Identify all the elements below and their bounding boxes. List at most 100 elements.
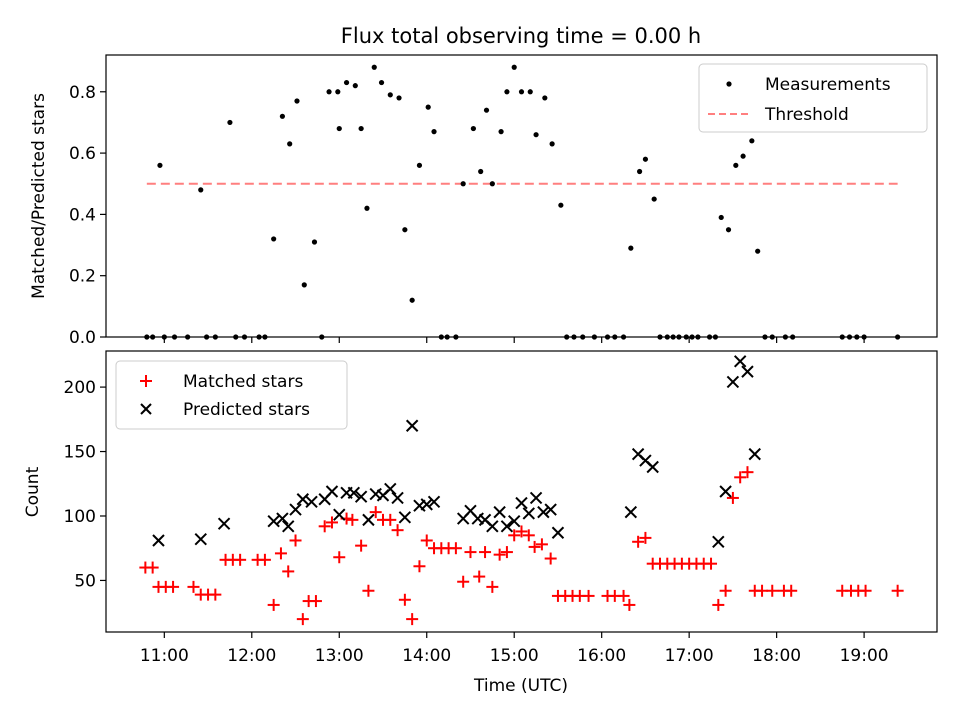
top-legend: Measurements Threshold (698, 63, 928, 133)
x-axis-label: Time (UTC) (473, 676, 568, 696)
predicted-star-point (325, 485, 339, 498)
matched-star-point (623, 598, 636, 611)
measurement-point (636, 168, 643, 175)
matched-star-point (734, 471, 747, 484)
top-y-tick-label: 0.2 (69, 267, 96, 287)
measurement-point (718, 214, 724, 221)
predicted-star-point (296, 493, 310, 506)
predicted-star-point (551, 526, 565, 539)
matched-star-point (479, 546, 492, 559)
matched-star-point (741, 466, 754, 479)
measurement-point (483, 107, 490, 113)
measurement-point (301, 282, 307, 288)
bottom-y-tick-label: 100 (64, 507, 96, 527)
measurement-point (460, 181, 466, 187)
predicted-star-point (217, 517, 231, 530)
predicted-star-point (741, 365, 754, 378)
predicted-star-point (354, 490, 368, 503)
measurement-point (518, 89, 525, 95)
matched-star-point (309, 595, 322, 608)
matched-star-point (209, 588, 222, 601)
bottom-x-tick-label: 11:00 (140, 646, 189, 666)
measurement-point (558, 202, 564, 208)
bottom-legend: Matched stars Predicted stars (115, 360, 348, 430)
matched-star-point (267, 598, 280, 611)
matched-star-point (766, 584, 779, 597)
matched-star-point (528, 540, 541, 553)
predicted-star-point (726, 375, 740, 389)
measurement-point (749, 138, 755, 144)
bottom-legend-box (115, 360, 348, 430)
matched-star-point (486, 580, 499, 593)
bottom-y-tick-label: 50 (74, 571, 96, 591)
predicted-star-point (493, 505, 506, 519)
matched-star-point (617, 589, 630, 602)
matched-star-point (398, 593, 411, 606)
matched-star-point (582, 589, 595, 602)
matched-star-point (362, 584, 375, 597)
matched-star-point (719, 584, 732, 597)
measurement-point (378, 79, 385, 86)
measurement-point (326, 89, 332, 95)
measurement-point (336, 125, 342, 132)
predicted-star-point (405, 419, 419, 432)
predicted-star-point (391, 491, 404, 505)
matched-star-point (508, 529, 521, 542)
legend-label-predicted: Predicted stars (183, 400, 310, 420)
measurement-point (364, 205, 370, 211)
matched-star-point (346, 513, 359, 526)
matched-star-point (500, 546, 513, 559)
matched-star-point (705, 557, 718, 570)
predicted-star-point (194, 532, 207, 546)
predicted-star-point (420, 498, 433, 511)
matched-star-point (333, 551, 346, 564)
top-y-tick-label: 0.8 (69, 83, 96, 103)
measurement-point (755, 248, 761, 254)
matched-star-point (413, 560, 426, 573)
measurement-point (198, 187, 204, 193)
chart-title: Flux total observing time = 0.00 h (341, 24, 701, 48)
bottom-plot-area (139, 355, 904, 626)
predicted-star-point (305, 495, 318, 509)
measurement-point (431, 129, 437, 135)
measurement-point (733, 162, 739, 168)
matched-star-point (258, 553, 271, 566)
measurement-point (478, 168, 484, 175)
measurement-point (416, 162, 423, 168)
measurement-point (358, 125, 364, 132)
measurement-point (725, 227, 732, 233)
bottom-x-tick-label: 17:00 (665, 646, 714, 666)
legend-marker-matched (140, 375, 152, 387)
top-x-axis (163, 337, 865, 343)
matched-star-point (420, 534, 433, 547)
predicted-star-point (529, 491, 543, 505)
measurement-point (642, 156, 649, 162)
matched-star-point (325, 516, 338, 529)
measurement-point (504, 89, 510, 95)
matched-star-point (473, 570, 486, 583)
predicted-star-point (537, 505, 550, 519)
matched-star-point (522, 529, 535, 542)
bottom-axes-frame (105, 350, 938, 633)
top-y-tick-label: 0.0 (69, 328, 96, 348)
bottom-y-tick-label: 150 (64, 443, 96, 463)
bottom-y-axis-label: Count (23, 466, 43, 517)
top-y-tick-label: 0.6 (69, 144, 96, 164)
matched-star-point (355, 539, 368, 552)
measurement-point (271, 236, 277, 242)
measurement-point (343, 79, 350, 86)
measurement-point (227, 119, 233, 126)
legend-label-measurements: Measurements (765, 75, 891, 95)
measurement-point (511, 64, 517, 70)
predicted-star-point (515, 496, 528, 510)
ratio-panel: Flux total observing time = 0.00 h Match… (29, 24, 938, 348)
measurement-point (279, 113, 286, 119)
predicted-star-point (500, 520, 514, 533)
legend-label-matched: Matched stars (183, 372, 303, 392)
measurement-point (740, 153, 746, 159)
measurement-point (651, 196, 657, 202)
matched-star-point (274, 547, 287, 560)
predicted-star-point (276, 512, 289, 525)
